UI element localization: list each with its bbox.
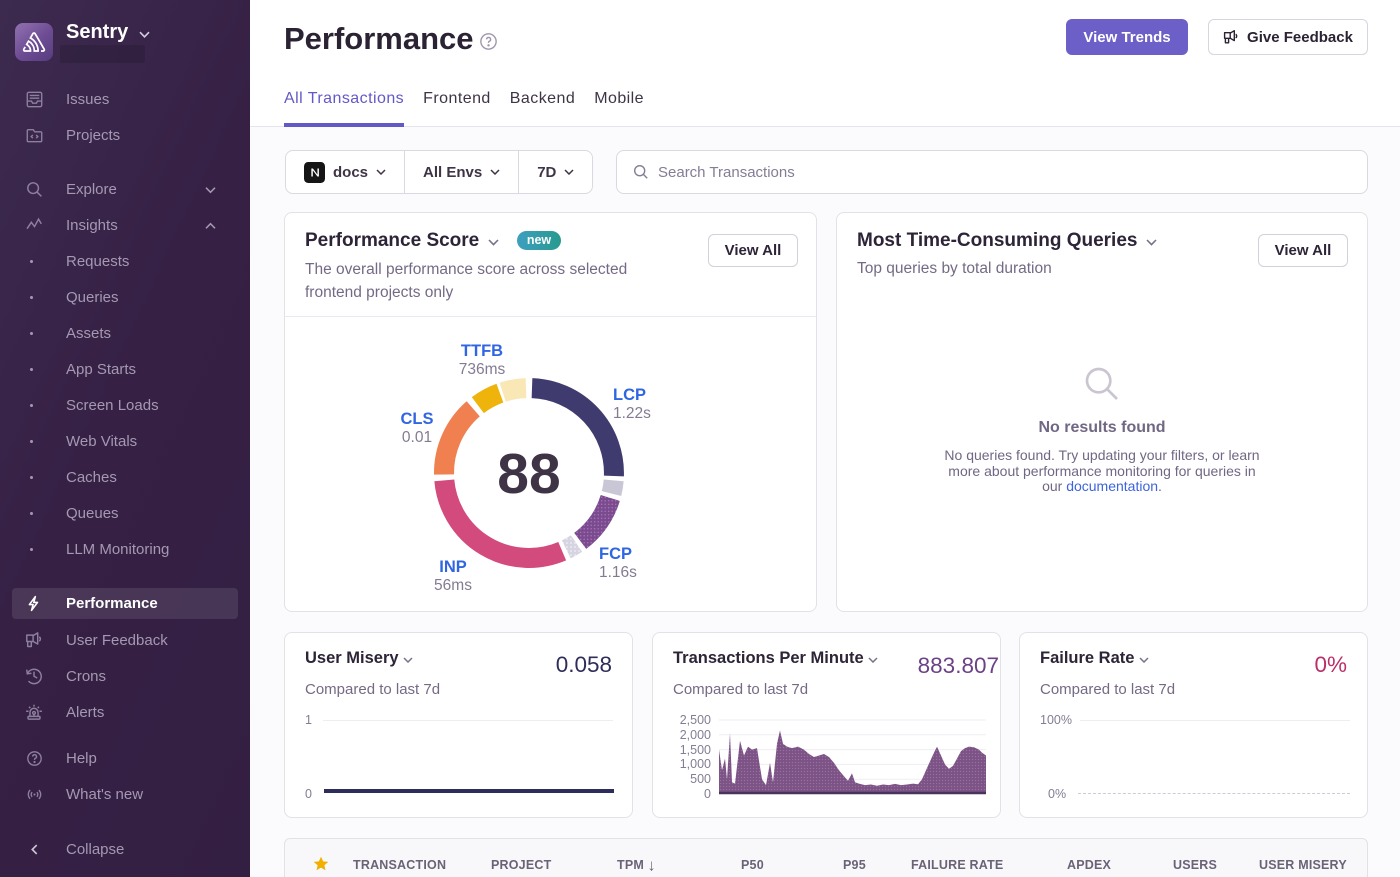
svg-text:736ms: 736ms xyxy=(459,361,506,378)
svg-text:INP: INP xyxy=(439,558,467,576)
svg-text:56ms: 56ms xyxy=(434,577,472,594)
svg-text:88: 88 xyxy=(497,442,560,506)
svg-text:1.22s: 1.22s xyxy=(613,405,651,422)
svg-text:FCP: FCP xyxy=(599,545,632,563)
svg-text:0.01: 0.01 xyxy=(402,429,432,446)
svg-text:LCP: LCP xyxy=(613,386,646,404)
svg-text:CLS: CLS xyxy=(401,410,434,428)
svg-text:TTFB: TTFB xyxy=(461,342,503,360)
svg-text:1.16s: 1.16s xyxy=(599,564,637,581)
